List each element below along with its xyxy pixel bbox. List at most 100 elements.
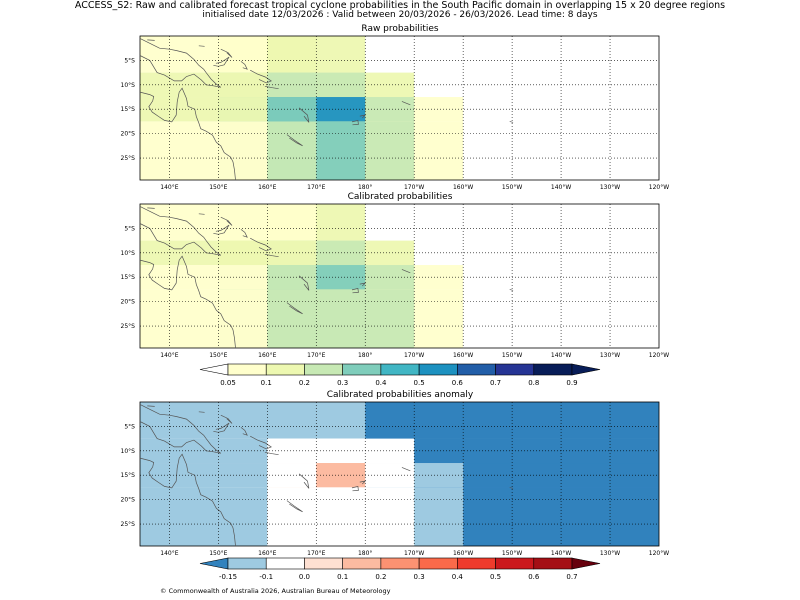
longitude-label: 120°W (649, 184, 669, 191)
coastline (240, 229, 248, 238)
colorbar-bin (342, 363, 382, 376)
colorbar-bin (304, 363, 343, 376)
map-frame (139, 203, 660, 349)
colorbar-bin (533, 363, 573, 376)
coastline (250, 237, 272, 252)
colorbar-bin (495, 557, 535, 570)
longitude-label: 140°E (160, 550, 178, 557)
latitude-label: 25°S (121, 323, 136, 330)
map-panel-1: Raw probabilities 5°S 10°S 15°S 20°S 25°S 140°… (121, 24, 670, 191)
colorbar-bin (495, 363, 535, 376)
colorbar-tick-label: 0.6 (452, 379, 464, 387)
longitude-label: 140°W (551, 352, 571, 359)
colorbar-tick-label: 0.3 (414, 573, 425, 581)
region-cell (140, 289, 268, 348)
colorbar-extend-high (571, 363, 601, 376)
map-panel-3: Calibrated probabilities anomaly 5°S 10°S 1… (121, 390, 670, 557)
longitude-label: 170°E (307, 184, 325, 191)
region-cell (140, 121, 268, 180)
colorbar-extend-high (571, 557, 601, 570)
map-panel-2: Calibrated probabilities 5°S 10°S 15°S 20°S 2… (121, 192, 670, 359)
coastline (220, 414, 233, 424)
probability-colorbar: 0.05 0.1 0.2 0.3 0.4 0.5 0.6 0.7 0.8 0.9 (199, 363, 601, 387)
copyright-footer: © Commonwealth of Australia 2026, Austra… (160, 587, 391, 595)
longitude-label: 170°W (404, 352, 424, 359)
colorbar-bin (304, 557, 343, 570)
coastline (264, 253, 279, 258)
colorbar-bin (265, 363, 305, 376)
colorbar-tick-label: 0.3 (337, 379, 348, 387)
longitude-label: 120°W (649, 352, 669, 359)
colorbar-tick-label: 0.7 (490, 379, 501, 387)
latitude-label: 15°S (121, 274, 136, 281)
region-cell (140, 36, 268, 73)
longitude-label: 130°W (600, 550, 620, 557)
coastlines (139, 38, 514, 181)
colorbar-bin (533, 557, 573, 570)
map-title: Calibrated probabilities (348, 192, 453, 202)
longitude-label: 150°E (209, 352, 227, 359)
longitude-label: 160°W (453, 352, 473, 359)
longitude-label: 140°E (160, 184, 178, 191)
colorbar-tick-label: 0.2 (299, 379, 310, 387)
coastline (351, 485, 359, 492)
colorbar-bin (418, 363, 458, 376)
longitude-label: 150°E (209, 550, 227, 557)
graticule (140, 402, 659, 546)
map-frame (139, 35, 660, 181)
longitude-label: 170°E (307, 352, 325, 359)
colorbar-tick-label: 0.6 (528, 573, 540, 581)
longitude-label: 170°W (404, 184, 424, 191)
colorbar-bin (380, 557, 420, 570)
map-title: Raw probabilities (361, 24, 439, 34)
longitude-label: 160°E (258, 550, 276, 557)
coastline (147, 207, 155, 209)
coastline (298, 473, 310, 489)
longitude-label: 160°W (453, 184, 473, 191)
coastline (286, 134, 303, 147)
longitude-label: 130°W (600, 352, 620, 359)
longitude-label: 150°W (502, 184, 522, 191)
coastline (139, 38, 222, 88)
latitude-label: 20°S (121, 497, 136, 504)
latitude-label: 15°S (121, 472, 136, 479)
latitude-label: 5°S (124, 225, 135, 232)
coastline (359, 282, 367, 287)
longitude-label: 160°E (258, 184, 276, 191)
latitude-label: 25°S (121, 155, 136, 162)
coastline (264, 85, 279, 90)
coastline (286, 302, 303, 315)
colorbar-tick-label: 0.5 (414, 379, 425, 387)
colorbar-tick-label: 0.0 (299, 573, 310, 581)
longitude-label: 160°E (258, 352, 276, 359)
coastline (401, 101, 411, 106)
colorbar-bin (457, 557, 496, 570)
longitude-label: 150°W (502, 550, 522, 557)
coastline (139, 404, 222, 454)
longitude-label: 180° (358, 550, 372, 557)
latitude-label: 25°S (121, 521, 136, 528)
colorbar-bin (457, 363, 496, 376)
longitude-label: 170°E (307, 550, 325, 557)
colorbar-tick-label: 0.8 (528, 379, 539, 387)
coastline (139, 255, 236, 349)
longitude-label: 180° (358, 352, 372, 359)
coastline (250, 69, 272, 84)
coastline (220, 216, 233, 226)
coastline (351, 287, 359, 294)
longitude-label: 160°W (453, 550, 473, 557)
latitude-label: 5°S (124, 57, 135, 64)
coastline (147, 39, 155, 41)
latitude-label: 15°S (121, 106, 136, 113)
coastline (509, 121, 514, 123)
coastline (359, 480, 367, 485)
colorbar-extend-low (199, 557, 229, 570)
colorbar-bin (380, 363, 420, 376)
coastline (139, 206, 222, 256)
coastline (198, 213, 205, 215)
colorbar-tick-label: 0.05 (220, 379, 236, 387)
longitude-label: 140°W (551, 550, 571, 557)
longitude-label: 140°E (160, 352, 178, 359)
coastline (298, 107, 310, 123)
